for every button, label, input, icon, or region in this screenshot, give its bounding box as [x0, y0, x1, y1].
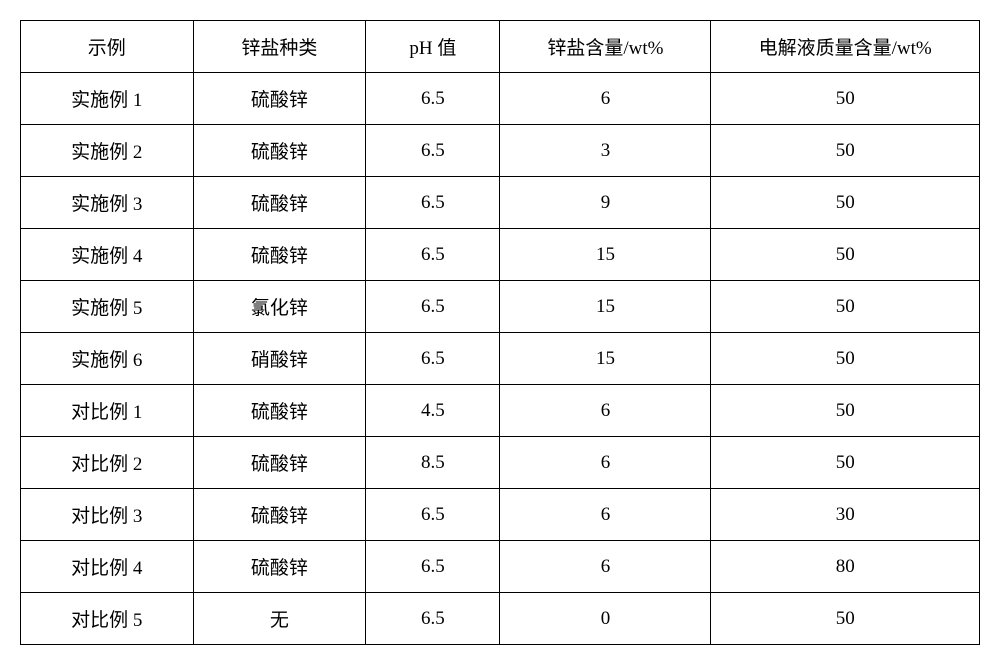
cell-content: 6	[500, 437, 711, 489]
cell-type: 硫酸锌	[193, 177, 366, 229]
table-body: 实施例 1硫酸锌6.5650实施例 2硫酸锌6.5350实施例 3硫酸锌6.59…	[21, 73, 980, 645]
cell-electrolyte: 50	[711, 385, 980, 437]
cell-example: 实施例 5	[21, 281, 194, 333]
cell-content: 9	[500, 177, 711, 229]
cell-ph: 6.5	[366, 125, 500, 177]
cell-content: 6	[500, 489, 711, 541]
cell-example: 实施例 1	[21, 73, 194, 125]
cell-type: 硝酸锌	[193, 333, 366, 385]
cell-ph: 6.5	[366, 73, 500, 125]
table-row: 实施例 2硫酸锌6.5350	[21, 125, 980, 177]
table-header: 示例锌盐种类pH 值锌盐含量/wt%电解液质量含量/wt%	[21, 21, 980, 73]
table-row: 对比例 5无6.5050	[21, 593, 980, 645]
cell-content: 15	[500, 281, 711, 333]
cell-content: 3	[500, 125, 711, 177]
table-row: 对比例 2硫酸锌8.5650	[21, 437, 980, 489]
cell-electrolyte: 50	[711, 593, 980, 645]
cell-electrolyte: 50	[711, 281, 980, 333]
cell-example: 实施例 6	[21, 333, 194, 385]
column-header-ph: pH 值	[366, 21, 500, 73]
table-row: 对比例 4硫酸锌6.5680	[21, 541, 980, 593]
cell-example: 对比例 5	[21, 593, 194, 645]
cell-example: 实施例 2	[21, 125, 194, 177]
column-header-type: 锌盐种类	[193, 21, 366, 73]
column-header-content: 锌盐含量/wt%	[500, 21, 711, 73]
table-row: 实施例 4硫酸锌6.51550	[21, 229, 980, 281]
cell-electrolyte: 50	[711, 229, 980, 281]
cell-ph: 6.5	[366, 541, 500, 593]
cell-example: 对比例 4	[21, 541, 194, 593]
cell-ph: 6.5	[366, 333, 500, 385]
cell-example: 对比例 1	[21, 385, 194, 437]
table-row: 实施例 5氯化锌6.51550	[21, 281, 980, 333]
cell-electrolyte: 50	[711, 73, 980, 125]
column-header-electrolyte: 电解液质量含量/wt%	[711, 21, 980, 73]
cell-example: 实施例 3	[21, 177, 194, 229]
cell-type: 氯化锌	[193, 281, 366, 333]
cell-content: 6	[500, 541, 711, 593]
data-table: 示例锌盐种类pH 值锌盐含量/wt%电解液质量含量/wt% 实施例 1硫酸锌6.…	[20, 20, 980, 645]
cell-content: 15	[500, 229, 711, 281]
table-row: 实施例 1硫酸锌6.5650	[21, 73, 980, 125]
cell-electrolyte: 50	[711, 177, 980, 229]
table-row: 对比例 1硫酸锌4.5650	[21, 385, 980, 437]
cell-content: 15	[500, 333, 711, 385]
cell-electrolyte: 50	[711, 437, 980, 489]
table-row: 对比例 3硫酸锌6.5630	[21, 489, 980, 541]
cell-example: 对比例 3	[21, 489, 194, 541]
cell-type: 无	[193, 593, 366, 645]
table-row: 实施例 3硫酸锌6.5950	[21, 177, 980, 229]
cell-electrolyte: 50	[711, 333, 980, 385]
cell-ph: 6.5	[366, 177, 500, 229]
cell-content: 0	[500, 593, 711, 645]
table-container: 示例锌盐种类pH 值锌盐含量/wt%电解液质量含量/wt% 实施例 1硫酸锌6.…	[20, 20, 980, 645]
table-row: 实施例 6硝酸锌6.51550	[21, 333, 980, 385]
cell-type: 硫酸锌	[193, 229, 366, 281]
cell-example: 对比例 2	[21, 437, 194, 489]
cell-electrolyte: 80	[711, 541, 980, 593]
cell-type: 硫酸锌	[193, 73, 366, 125]
cell-ph: 6.5	[366, 489, 500, 541]
cell-type: 硫酸锌	[193, 385, 366, 437]
header-row: 示例锌盐种类pH 值锌盐含量/wt%电解液质量含量/wt%	[21, 21, 980, 73]
cell-content: 6	[500, 385, 711, 437]
cell-electrolyte: 30	[711, 489, 980, 541]
cell-content: 6	[500, 73, 711, 125]
cell-type: 硫酸锌	[193, 541, 366, 593]
cell-ph: 6.5	[366, 593, 500, 645]
cell-ph: 6.5	[366, 281, 500, 333]
cell-ph: 8.5	[366, 437, 500, 489]
cell-ph: 6.5	[366, 229, 500, 281]
column-header-example: 示例	[21, 21, 194, 73]
cell-type: 硫酸锌	[193, 125, 366, 177]
cell-type: 硫酸锌	[193, 489, 366, 541]
cell-ph: 4.5	[366, 385, 500, 437]
cell-type: 硫酸锌	[193, 437, 366, 489]
cell-example: 实施例 4	[21, 229, 194, 281]
cell-electrolyte: 50	[711, 125, 980, 177]
